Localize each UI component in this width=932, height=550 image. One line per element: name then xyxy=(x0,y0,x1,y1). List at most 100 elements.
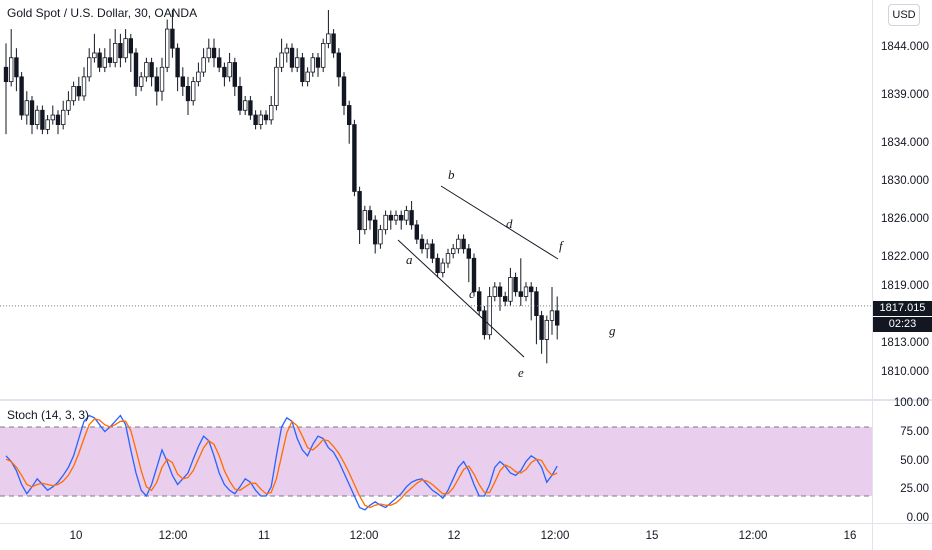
candle-down xyxy=(211,47,217,59)
candle-up xyxy=(87,57,92,78)
candle-down xyxy=(482,310,487,336)
candle-up xyxy=(326,33,331,44)
price-tick-label: 1810.000 xyxy=(881,365,929,378)
candle-down xyxy=(19,76,24,116)
candle-down xyxy=(502,296,508,302)
candle-down xyxy=(107,57,113,63)
candle-down xyxy=(430,243,435,259)
candle-down xyxy=(29,100,35,125)
wave-label-d: d xyxy=(506,216,513,231)
wave-label-a: a xyxy=(406,252,413,267)
candle-down xyxy=(14,57,19,78)
candle-down xyxy=(237,86,243,111)
time-tick-label: 12:00 xyxy=(540,530,570,542)
candle-down xyxy=(128,38,133,54)
time-tick-label: 11 xyxy=(258,530,270,542)
price-tick-label: 1813.000 xyxy=(881,337,929,350)
price-tick-label: 1822.000 xyxy=(881,251,929,264)
candle-up xyxy=(310,57,315,73)
candle-up xyxy=(196,71,201,83)
candlestick-chart[interactable] xyxy=(0,0,873,400)
time-axis[interactable]: 10 12:00 11 12:00 12 12:00 15 12:00 16 xyxy=(0,523,873,550)
candle-down xyxy=(3,66,9,83)
time-tick-label: 12:00 xyxy=(349,530,379,542)
candle-up xyxy=(258,114,263,126)
stochastic-chart[interactable] xyxy=(0,401,873,523)
candle-up xyxy=(35,109,40,126)
price-tick-label: 1819.000 xyxy=(881,279,929,292)
candle-up xyxy=(549,310,555,321)
candle-up xyxy=(138,76,144,87)
candle-up xyxy=(378,229,383,245)
candle-down xyxy=(315,57,321,68)
candle-down xyxy=(76,86,81,97)
candle-up xyxy=(144,62,149,78)
candle-up xyxy=(404,210,409,221)
candle-up xyxy=(24,100,29,116)
candle-down xyxy=(367,210,373,221)
stoch-tick-label: 50.00 xyxy=(900,454,929,467)
wave-label-f: f xyxy=(559,238,563,253)
candle-down xyxy=(222,66,227,78)
price-axis[interactable]: 1844.000 1839.000 1834.000 1830.000 1826.000… xyxy=(873,0,932,400)
wave-label-c: c xyxy=(469,286,475,301)
candle-down xyxy=(518,291,523,297)
price-panel[interactable] xyxy=(0,0,873,400)
candle-down xyxy=(414,224,419,240)
symbol-title[interactable]: Gold Spot / U.S. Dollar, 30, OANDA xyxy=(7,6,198,20)
candle-down xyxy=(357,191,362,231)
candle-down xyxy=(476,291,482,312)
candle-up xyxy=(294,57,300,68)
candle-up xyxy=(279,52,284,68)
time-tick-label: 12:00 xyxy=(158,530,188,542)
candle-up xyxy=(50,114,55,121)
candle-down xyxy=(435,257,440,274)
stoch-k-line xyxy=(5,414,558,511)
candle-up xyxy=(305,71,310,83)
candle-up xyxy=(45,119,50,130)
candle-up xyxy=(274,66,279,106)
candle-down xyxy=(149,62,154,78)
candle-up xyxy=(487,296,492,336)
candle-up xyxy=(492,286,497,297)
price-tick-label: 1834.000 xyxy=(881,136,929,149)
candle-up xyxy=(159,66,165,92)
candle-down xyxy=(372,219,378,245)
stoch-axis[interactable]: 100.00 75.00 50.00 25.00 0.00 xyxy=(873,397,932,524)
stoch-title[interactable]: Stoch (14, 3, 3) xyxy=(7,408,90,422)
candle-up xyxy=(61,109,66,126)
candle-down xyxy=(419,238,425,250)
candle-down xyxy=(352,124,357,192)
currency-button[interactable]: USD xyxy=(888,4,920,26)
candle-up xyxy=(383,214,388,231)
countdown-badge: 02:23 xyxy=(873,317,932,332)
candle-down xyxy=(461,238,466,250)
candle-down xyxy=(539,315,544,340)
price-tick-label: 1839.000 xyxy=(881,88,929,101)
wave-label-g: g xyxy=(609,323,616,338)
candle-down xyxy=(232,62,237,87)
stoch-panel[interactable] xyxy=(0,401,873,523)
candle-up xyxy=(268,105,274,121)
panel-separator[interactable] xyxy=(0,399,932,401)
candle-up xyxy=(81,76,87,97)
candle-down xyxy=(341,76,347,106)
candle-down xyxy=(336,52,341,78)
candle-down xyxy=(331,33,336,54)
candle-up xyxy=(8,57,14,83)
candle-down xyxy=(55,114,61,126)
candle-down xyxy=(248,100,253,116)
candle-down xyxy=(253,114,258,126)
candle-up xyxy=(424,243,430,250)
candle-down xyxy=(40,109,45,130)
candle-up xyxy=(242,100,248,111)
time-tick-label: 15 xyxy=(645,530,659,542)
candle-up xyxy=(544,319,549,340)
candle-up xyxy=(320,43,326,68)
time-tick-label: 12:00 xyxy=(738,530,768,542)
candle-up xyxy=(456,238,461,250)
candle-up xyxy=(523,286,529,297)
upper-trendline xyxy=(440,185,559,260)
candle-up xyxy=(201,57,206,73)
price-tick-label: 1826.000 xyxy=(881,213,929,226)
